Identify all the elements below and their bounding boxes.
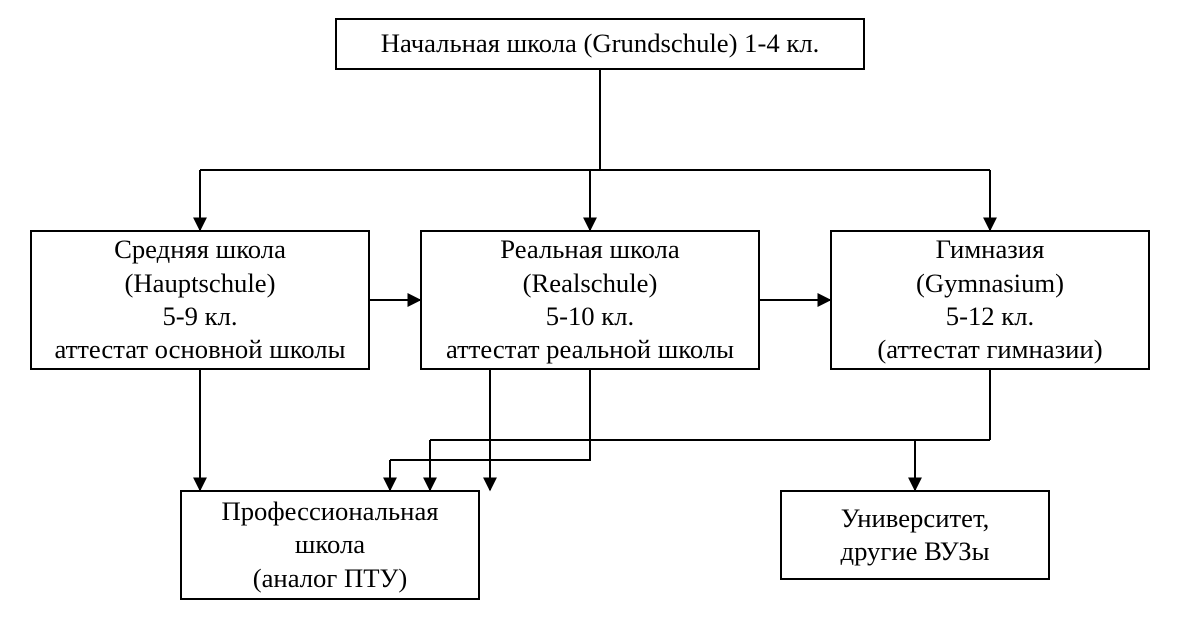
node-grundschule-line: Начальная школа (Grundschule) 1-4 кл. — [381, 27, 820, 60]
node-prof-line: (аналог ПТУ) — [253, 562, 408, 595]
node-hauptschule-line: аттестат основной школы — [54, 333, 345, 366]
node-realschule-line: (Realschule) — [523, 267, 658, 300]
node-gymnasium-line: Гимназия — [936, 233, 1045, 266]
node-gymnasium-line: (аттестат гимназии) — [877, 333, 1102, 366]
node-hauptschule-line: 5-9 кл. — [162, 300, 237, 333]
node-hauptschule: Средняя школа(Hauptschule)5-9 кл.аттеста… — [30, 230, 370, 370]
node-realschule: Реальная школа(Realschule)5-10 кл.аттест… — [420, 230, 760, 370]
node-uni: Университет,другие ВУЗы — [780, 490, 1050, 580]
node-gymnasium-line: (Gymnasium) — [916, 267, 1064, 300]
node-hauptschule-line: Средняя школа — [114, 233, 286, 266]
node-realschule-line: Реальная школа — [500, 233, 679, 266]
node-prof: Профессиональнаяшкола(аналог ПТУ) — [180, 490, 480, 600]
node-realschule-line: 5-10 кл. — [546, 300, 634, 333]
node-prof-line: Профессиональная — [221, 495, 438, 528]
node-prof-line: школа — [295, 528, 365, 561]
node-uni-line: Университет, — [841, 502, 990, 535]
node-gymnasium-line: 5-12 кл. — [946, 300, 1034, 333]
node-uni-line: другие ВУЗы — [841, 535, 990, 568]
node-hauptschule-line: (Hauptschule) — [125, 267, 276, 300]
diagram-canvas: Начальная школа (Grundschule) 1-4 кл. Сре… — [0, 0, 1200, 627]
node-grundschule: Начальная школа (Grundschule) 1-4 кл. — [335, 18, 865, 70]
node-realschule-line: аттестат реальной школы — [446, 333, 734, 366]
node-gymnasium: Гимназия(Gymnasium)5-12 кл.(аттестат гим… — [830, 230, 1150, 370]
